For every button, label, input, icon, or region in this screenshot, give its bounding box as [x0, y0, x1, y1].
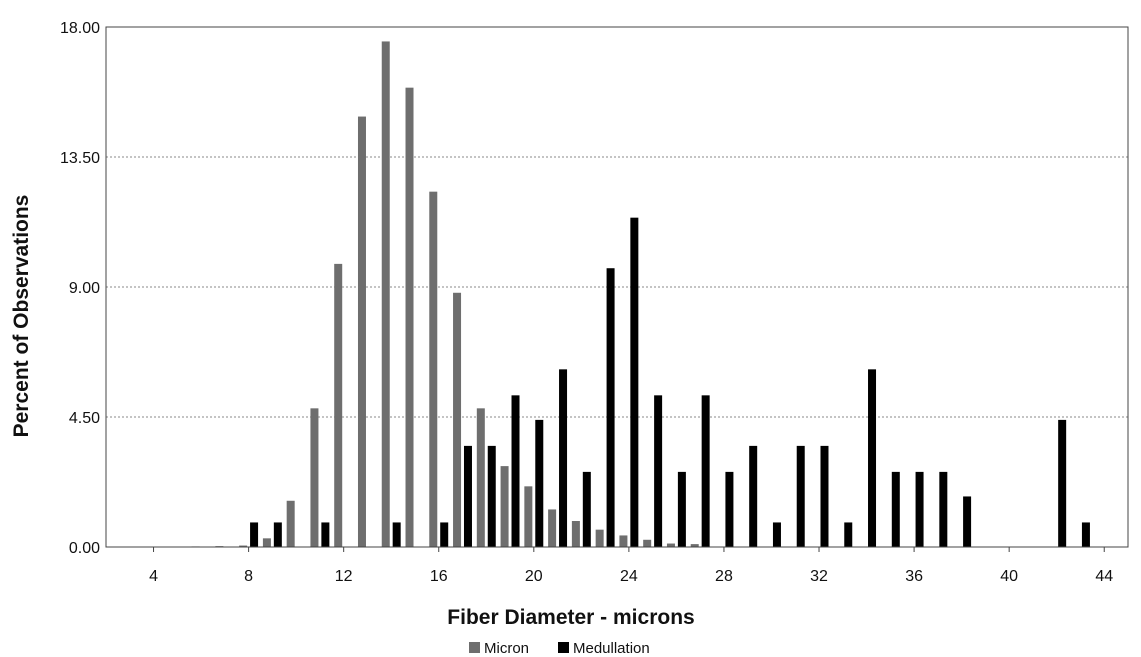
bar-medullation [677, 471, 686, 547]
bar-medullation [321, 522, 330, 547]
y-tick-label: 4.50 [69, 410, 100, 427]
y-axis-ticks: 0.00 4.50 9.00 13.50 18.00 [60, 20, 100, 557]
bar-micron [666, 543, 675, 547]
bar-medullation [440, 522, 449, 547]
bar-medullation [250, 522, 259, 547]
bar-medullation [1058, 419, 1067, 547]
bar-medullation [273, 522, 282, 547]
x-axis-ticks: 4 8 12 16 20 24 28 32 36 40 44 [149, 547, 1113, 585]
bar-medullation [939, 471, 948, 547]
bar-micron [381, 41, 390, 547]
bar-micron [571, 521, 580, 547]
bar-medullation [392, 522, 401, 547]
x-tick-label: 32 [810, 568, 828, 585]
bar-medullation [654, 395, 663, 547]
bar-medullation [463, 445, 472, 547]
legend-label-medullation: Medullation [573, 640, 650, 657]
y-tick-label: 13.50 [60, 150, 100, 167]
x-axis-title: Fiber Diameter - microns [447, 606, 694, 629]
x-tick-label: 36 [905, 568, 923, 585]
legend: Micron Medullation [469, 640, 650, 657]
bar-medullation [511, 395, 520, 547]
bar-medullation [891, 471, 900, 547]
bar-micron [619, 535, 628, 547]
y-axis-title: Percent of Observations [10, 195, 33, 438]
bar-micron [334, 263, 343, 547]
bar-medullation [820, 445, 829, 547]
bar-medullation [772, 522, 781, 547]
bar-medullation [606, 268, 615, 547]
plot-area-border [105, 26, 1129, 548]
bar-medullation [915, 471, 924, 547]
y-tick-label: 9.00 [69, 280, 100, 297]
bar-medullation [701, 395, 710, 547]
x-tick-label: 28 [715, 568, 733, 585]
bar-micron [357, 116, 366, 548]
bar-micron [429, 191, 438, 547]
x-tick-label: 8 [244, 568, 253, 585]
x-tick-label: 20 [525, 568, 543, 585]
y-tick-label: 0.00 [69, 540, 100, 557]
x-tick-label: 12 [335, 568, 353, 585]
bar-micron [239, 545, 248, 547]
bar-medullation [535, 419, 544, 547]
x-tick-label: 16 [430, 568, 448, 585]
bar-micron [476, 408, 485, 547]
bar-micron [595, 529, 604, 547]
bar-medullation [749, 445, 758, 547]
x-tick-label: 40 [1000, 568, 1018, 585]
bars [191, 41, 1090, 548]
bar-micron [643, 539, 652, 547]
bar-medullation [868, 369, 877, 547]
legend-label-micron: Micron [484, 640, 529, 657]
bar-medullation [725, 471, 734, 547]
bar-micron [453, 292, 462, 547]
bar-medullation [487, 445, 496, 547]
bar-micron [500, 466, 509, 547]
bar-micron [405, 87, 414, 548]
bar-medullation [1081, 522, 1090, 547]
bar-medullation [796, 445, 805, 547]
y-tick-label: 18.00 [60, 20, 100, 37]
x-tick-label: 24 [620, 568, 638, 585]
x-tick-label: 4 [149, 568, 158, 585]
bar-medullation [630, 217, 639, 547]
bar-micron [548, 509, 557, 547]
legend-swatch-micron [469, 642, 480, 653]
bar-medullation [963, 496, 972, 547]
bar-medullation [559, 369, 568, 547]
bar-micron [690, 544, 699, 547]
bar-micron [310, 408, 319, 547]
legend-swatch-medullation [558, 642, 569, 653]
bar-medullation [844, 522, 853, 547]
bar-micron [262, 538, 271, 547]
x-tick-label: 44 [1095, 568, 1113, 585]
bar-medullation [582, 471, 591, 547]
bar-micron [286, 500, 295, 547]
bar-micron [524, 486, 533, 547]
